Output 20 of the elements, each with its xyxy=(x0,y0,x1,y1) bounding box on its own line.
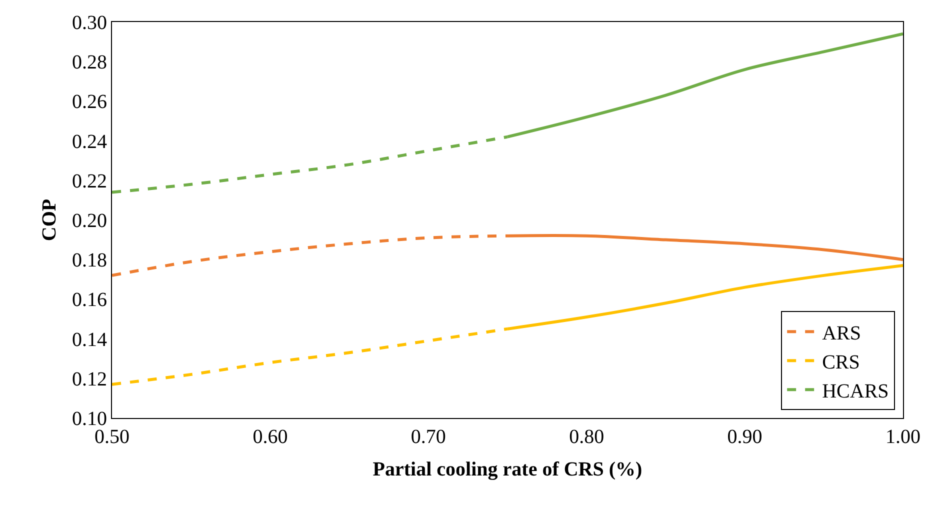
y-tick-label: 0.30 xyxy=(72,12,107,34)
x-tick-label: 0.70 xyxy=(410,426,446,448)
y-tick-label: 0.22 xyxy=(72,170,107,192)
y-tick-label: 0.14 xyxy=(72,328,107,351)
legend-label: HCARS xyxy=(822,380,889,402)
y-tick-label: 0.20 xyxy=(72,210,107,232)
y-tick-label: 0.24 xyxy=(72,130,107,153)
x-axis-title: Partial cooling rate of CRS (%) xyxy=(372,458,642,480)
y-tick-label: 0.28 xyxy=(72,52,107,74)
x-tick-label: 0.90 xyxy=(727,426,762,448)
legend-label: ARS xyxy=(822,322,861,344)
legend-label: CRS xyxy=(822,351,860,374)
y-axis-title: COP xyxy=(38,198,60,242)
y-tick-label: 0.18 xyxy=(72,250,107,272)
x-tick-label: 0.80 xyxy=(569,426,604,448)
y-tick-label: 0.16 xyxy=(72,289,107,312)
y-tick-label: 0.26 xyxy=(72,91,107,114)
x-tick-label: 1.00 xyxy=(886,426,920,448)
x-tick-label: 0.60 xyxy=(252,426,288,448)
y-tick-label: 0.12 xyxy=(72,368,107,390)
